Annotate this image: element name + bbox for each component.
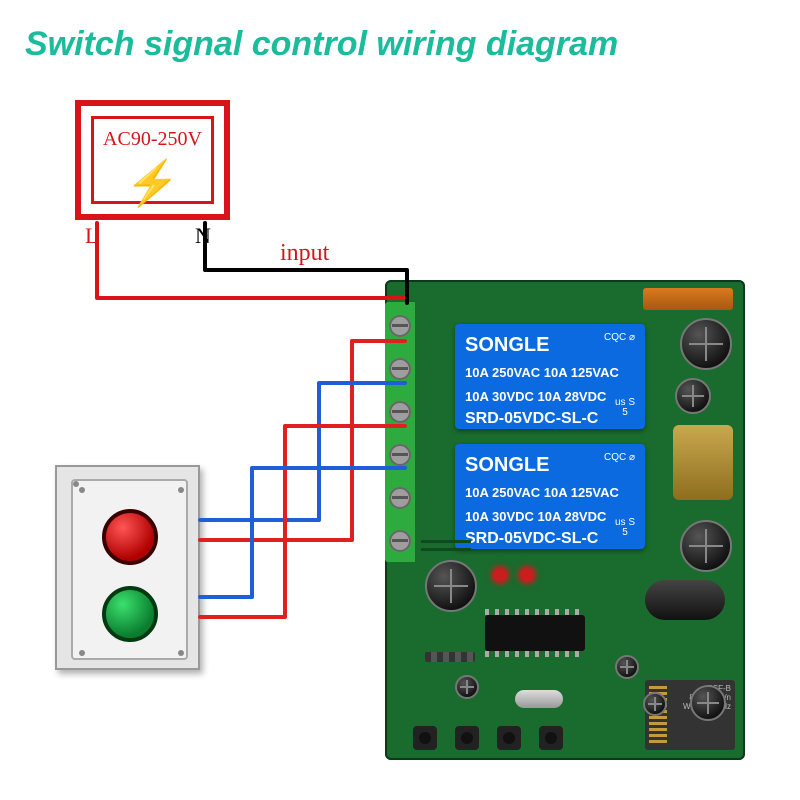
terminal-screw-5 — [389, 487, 411, 509]
resistor-array — [425, 652, 475, 662]
page-title: Switch signal control wiring diagram — [25, 25, 618, 64]
relay-brand: SONGLE — [465, 454, 549, 477]
tact-button-4[interactable] — [539, 726, 563, 750]
relay-rating-2: 10A 30VDC 10A 28VDC — [465, 389, 635, 405]
green-push-button[interactable] — [102, 586, 158, 642]
relay-rating-2: 10A 30VDC 10A 28VDC — [465, 509, 635, 525]
varistor-component — [643, 288, 733, 310]
terminal-screw-3 — [389, 401, 411, 423]
status-led-2 — [520, 568, 534, 582]
relay-model: SRD-05VDC-SL-C — [465, 410, 635, 428]
power-supply-voltage: AC90-250V — [81, 128, 224, 151]
terminal-screw-4 — [389, 444, 411, 466]
tact-button-1[interactable] — [413, 726, 437, 750]
relay-2: SONGLE CQC ⌀ 10A 250VAC 10A 125VAC 10A 30VD… — [455, 444, 645, 549]
screw-terminal-block — [385, 302, 415, 562]
terminal-screw-2 — [389, 358, 411, 380]
push-button-box — [55, 465, 200, 670]
wire-out2_red — [200, 426, 405, 617]
crystal-oscillator — [515, 690, 563, 708]
red-push-button[interactable] — [102, 509, 158, 565]
wire-L — [97, 223, 405, 298]
relay-rating-1: 10A 250VAC 10A 125VAC — [465, 485, 635, 501]
relay-brand: SONGLE — [465, 334, 549, 357]
l-terminal-label: L — [85, 223, 98, 249]
relay-ul-mark: us S 5 — [615, 398, 635, 418]
push-button-lid — [71, 479, 188, 660]
capacitor — [455, 675, 479, 699]
terminal-screw-1 — [389, 315, 411, 337]
rf-receiver-component — [645, 580, 725, 620]
terminal-screw-6 — [389, 530, 411, 552]
tact-button-3[interactable] — [497, 726, 521, 750]
relay-pcb-board: SONGLE CQC ⌀ 10A 250VAC 10A 125VAC 10A 30VD… — [385, 280, 745, 760]
capacitor — [675, 378, 711, 414]
lightning-bolt-icon: ⚡ — [125, 162, 180, 206]
relay-rating-1: 10A 250VAC 10A 125VAC — [465, 365, 635, 381]
capacitor — [425, 560, 477, 612]
capacitor — [643, 692, 667, 716]
wire-out2_blue — [200, 468, 405, 597]
input-label: input — [280, 240, 329, 267]
relay-cqc-mark: CQC ⌀ — [604, 332, 635, 343]
capacitor — [680, 318, 732, 370]
tact-button-2[interactable] — [455, 726, 479, 750]
relay-cqc-mark: CQC ⌀ — [604, 452, 635, 463]
relay-1: SONGLE CQC ⌀ 10A 250VAC 10A 125VAC 10A 30VD… — [455, 324, 645, 429]
capacitor — [615, 655, 639, 679]
capacitor — [680, 520, 732, 572]
n-terminal-label: N — [195, 223, 211, 249]
ic-chip — [485, 615, 585, 651]
relay-ul-mark: us S 5 — [615, 518, 635, 538]
power-supply: AC90-250V ⚡ — [75, 100, 230, 220]
relay-model: SRD-05VDC-SL-C — [465, 530, 635, 548]
wire-out1_red — [200, 341, 405, 540]
transformer-component — [673, 425, 733, 500]
wire-out1_blue — [200, 383, 405, 520]
capacitor — [690, 685, 726, 721]
status-led-1 — [493, 568, 507, 582]
